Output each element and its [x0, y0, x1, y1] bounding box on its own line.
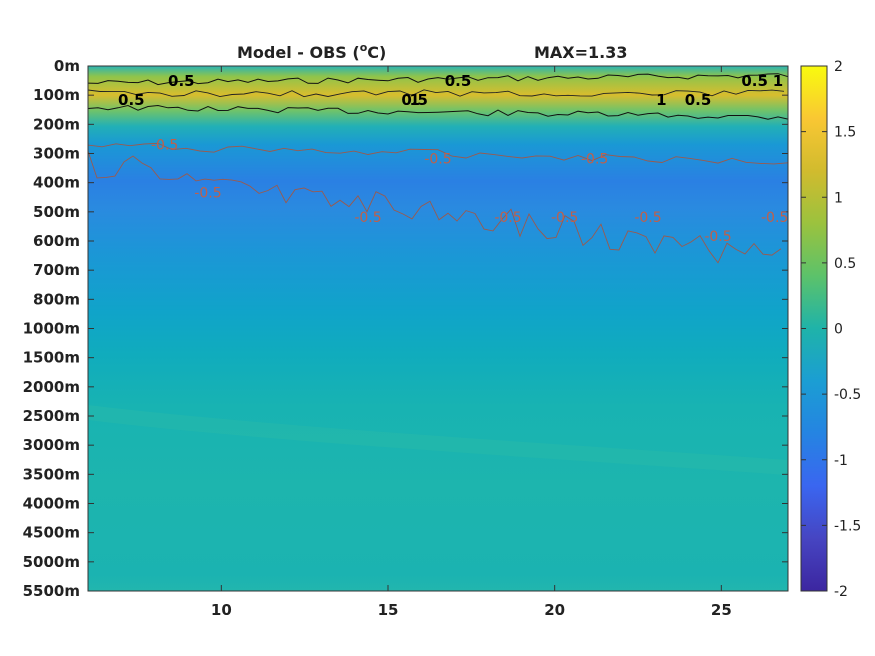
y-tick-label: 300m: [33, 145, 80, 163]
plot-area: [88, 66, 788, 591]
contour-label: -0.5: [761, 210, 788, 226]
contour-label: 0.5: [445, 72, 472, 90]
y-tick-label: 200m: [33, 115, 80, 133]
deep-water-band: [88, 405, 788, 475]
x-axis: 10 15 20 25: [211, 66, 732, 619]
contour-label: -0.5: [354, 210, 381, 226]
x-tick-label: 25: [711, 601, 732, 619]
chart-title: Model - OBS (oC): [237, 41, 386, 62]
y-tick-label: 3000m: [23, 436, 80, 454]
contour-lines: [88, 73, 788, 264]
colorbar-tick-label: 0: [834, 322, 843, 338]
y-tick-label: 5000m: [23, 553, 80, 571]
contour-label: 0.5: [401, 91, 428, 109]
y-tick-label: 4000m: [23, 495, 80, 513]
colorbar-tick-label: -1: [834, 453, 848, 469]
contour-label: -0.5: [424, 152, 451, 168]
contour-line-neg-upper: [88, 142, 788, 165]
contour-line-pos-lower: [88, 104, 788, 120]
contour-label: -0.5: [581, 152, 608, 168]
contour-labels: 0.5 0.5 0.50.5 1 110.5 0.5-0.5-0.5 -0.5-0.5-0.…: [118, 72, 788, 245]
y-tick-label: 1500m: [23, 349, 80, 367]
colorbar-tick-label: 0.5: [834, 256, 856, 272]
y-tick-label: 4500m: [23, 524, 80, 542]
y-tick-label: 600m: [33, 232, 80, 250]
colorbar-tick-label: 1: [834, 190, 843, 206]
y-tick-label: 2000m: [23, 378, 80, 396]
colorbar-tick-label: -1.5: [834, 518, 861, 534]
y-tick-label: 3500m: [23, 465, 80, 483]
contour-label: -0.5: [194, 186, 221, 202]
colorbar-ticks: 2 1.5 1 0.5 0 -0.5 -1 -1.5 -2: [801, 59, 861, 600]
contour-label: -0.5: [551, 210, 578, 226]
y-tick-label: 100m: [33, 86, 80, 104]
max-label: MAX=1.33: [534, 43, 628, 62]
y-tick-label: 2500m: [23, 407, 80, 425]
contour-label: 0.5: [118, 91, 145, 109]
y-tick-label: 400m: [33, 174, 80, 192]
colorbar-tick-label: 1.5: [834, 125, 856, 141]
y-tick-label: 0m: [54, 57, 80, 75]
contour-line-one: [88, 89, 785, 98]
heatmap-field: [88, 66, 788, 591]
colorbar-tick-label: -0.5: [834, 387, 861, 403]
contour-label: -0.5: [704, 229, 731, 245]
contour-line-pos-upper: [88, 73, 788, 86]
contour-label: 1: [656, 91, 666, 109]
contour-line-neg-lower: [88, 150, 782, 264]
colorbar-tick-label: -2: [834, 584, 848, 600]
contour-label: -0.5: [494, 210, 521, 226]
y-tick-label: 5500m: [23, 582, 80, 600]
x-tick-label: 15: [378, 601, 399, 619]
y-tick-label: 1000m: [23, 320, 80, 338]
contour-label: -0.5: [151, 137, 178, 153]
y-axis: 0m 100m 200m 300m 400m 500m 600m 700m 800m 1000m 1…: [23, 57, 788, 600]
colorbar-tick-label: 2: [834, 59, 843, 75]
contour-label: 0.5: [685, 91, 712, 109]
contour-label: 1: [773, 72, 783, 90]
x-tick-label: 10: [211, 601, 232, 619]
x-tick-label: 20: [544, 601, 565, 619]
y-tick-label: 800m: [33, 290, 80, 308]
y-tick-label: 500m: [33, 203, 80, 221]
contour-label: 0.5: [741, 72, 768, 90]
contour-label: 1: [409, 91, 419, 109]
y-tick-label: 700m: [33, 261, 80, 279]
contour-label: -0.5: [634, 210, 661, 226]
contour-label: 0.5: [168, 72, 195, 90]
